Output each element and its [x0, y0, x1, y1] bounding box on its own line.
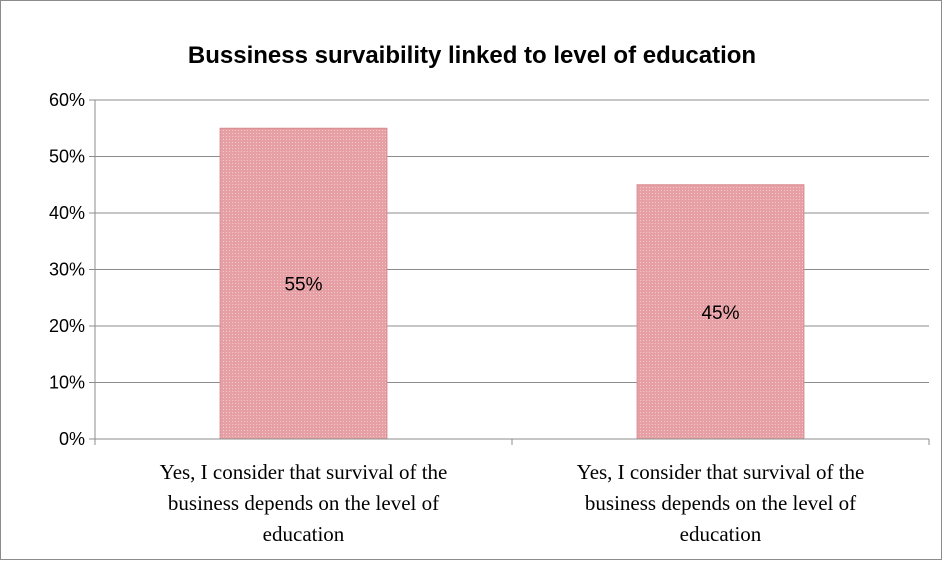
y-tick-label: 60% — [49, 90, 85, 110]
y-tick-label: 0% — [59, 429, 85, 449]
x-category-label: education — [263, 522, 345, 546]
y-tick-label: 20% — [49, 316, 85, 336]
y-tick-label: 10% — [49, 373, 85, 393]
y-tick-label: 30% — [49, 260, 85, 280]
x-category-label: education — [680, 522, 762, 546]
bars — [219, 127, 805, 440]
axes — [89, 99, 930, 445]
x-category-label: Yes, I consider that survival of the — [160, 460, 448, 484]
data-label: 55% — [284, 275, 322, 296]
x-category-label: business depends on the level of — [585, 491, 856, 515]
data-label: 45% — [701, 303, 739, 324]
bar — [219, 127, 388, 440]
labels: 0% 10% 20% 30% 40% 50% 60% 55% Yes, I consider t… — [49, 90, 864, 546]
y-tick-label: 40% — [49, 203, 85, 223]
x-category-label: Yes, I consider that survival of the — [577, 460, 865, 484]
bar — [636, 184, 805, 440]
x-category-label: business depends on the level of — [168, 491, 439, 515]
y-tick-label: 50% — [49, 147, 85, 167]
chart-title: Bussiness survaibility linked to level o… — [188, 42, 756, 69]
